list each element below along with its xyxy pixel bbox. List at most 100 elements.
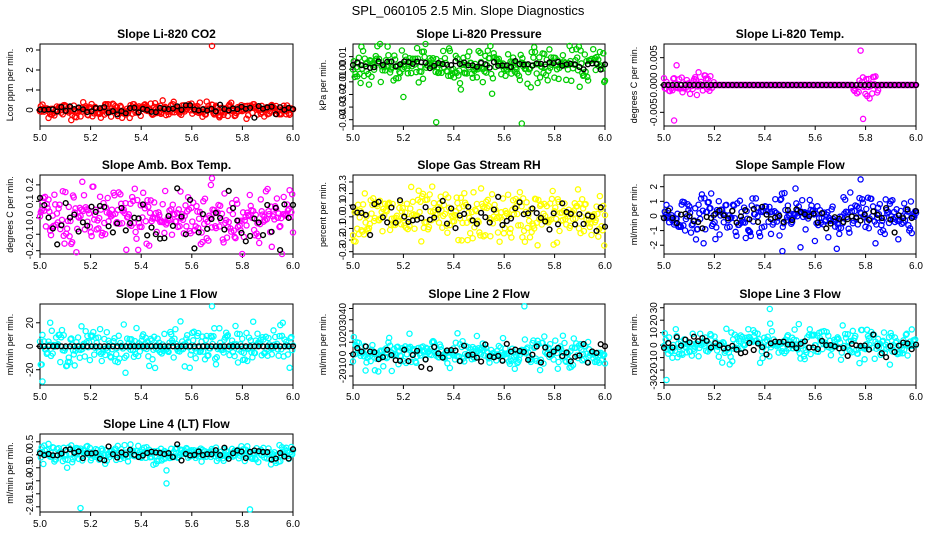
- y-tick-label: -0.1: [338, 219, 349, 237]
- data-point: [111, 192, 118, 199]
- data-point: [159, 97, 166, 104]
- overlay-point: [212, 209, 219, 217]
- data-point: [454, 199, 461, 207]
- data-point: [232, 234, 239, 242]
- overlay-point: [571, 61, 579, 68]
- overlay-point: [118, 204, 125, 212]
- data-point: [407, 205, 414, 212]
- outlier-point: [77, 504, 84, 512]
- x-tick-label: 5.8: [548, 261, 562, 272]
- overlay-point: [49, 225, 57, 232]
- data-point: [457, 194, 465, 202]
- data-point: [764, 333, 771, 340]
- data-point: [595, 233, 602, 240]
- data-point: [383, 208, 390, 215]
- data-point: [360, 231, 368, 238]
- overlay-point: [490, 206, 498, 213]
- y-tick-label: -0.2: [338, 231, 349, 249]
- panel-title: Slope Line 2 Flow: [428, 287, 530, 301]
- data-point: [147, 100, 155, 107]
- data-point: [806, 326, 814, 333]
- data-point: [723, 201, 730, 209]
- data-point: [275, 352, 282, 359]
- data-point: [389, 200, 396, 208]
- data-point: [150, 199, 158, 206]
- overlay-point: [152, 231, 159, 238]
- data-point: [469, 234, 476, 242]
- y-tick-label: 2: [649, 183, 660, 189]
- data-point: [194, 208, 201, 215]
- overlay-point: [503, 340, 510, 348]
- x-tick-label: 6.0: [909, 133, 923, 144]
- data-point: [80, 191, 88, 199]
- overlay-point: [507, 215, 515, 222]
- data-point: [66, 233, 73, 240]
- data-point: [45, 196, 52, 203]
- data-point: [766, 320, 774, 327]
- data-point: [470, 189, 477, 196]
- y-tick-label: 10: [338, 336, 349, 348]
- x-tick-label: 5.8: [859, 133, 873, 144]
- data-point: [225, 218, 232, 226]
- x-tick-label: 5.0: [33, 519, 47, 530]
- data-point: [38, 206, 45, 214]
- data-point: [536, 54, 543, 61]
- data-point: [504, 51, 512, 58]
- data-point: [908, 326, 916, 333]
- data-point: [511, 365, 519, 373]
- x-tick-label: 5.0: [33, 392, 47, 403]
- data-point: [489, 75, 497, 82]
- data-point: [142, 217, 150, 225]
- data-point: [768, 327, 776, 335]
- data-point: [872, 73, 879, 80]
- data-point: [207, 181, 215, 189]
- data-point: [839, 322, 846, 329]
- overlay-point: [178, 213, 185, 220]
- data-point: [422, 40, 429, 48]
- data-point: [697, 195, 705, 202]
- data-point: [133, 235, 140, 242]
- data-point: [423, 196, 431, 203]
- y-tick-label: 0: [338, 350, 349, 356]
- overlay-point: [512, 57, 519, 65]
- x-tick-label: 6.0: [598, 261, 612, 272]
- data-point: [798, 196, 806, 204]
- data-point: [375, 55, 383, 63]
- x-tick-label: 5.8: [859, 392, 873, 403]
- data-point: [555, 75, 562, 83]
- overlay-point: [114, 220, 121, 227]
- overlay-point: [473, 220, 481, 227]
- data-point: [62, 188, 69, 196]
- data-point: [521, 336, 529, 343]
- data-point: [715, 353, 723, 360]
- data-point: [516, 188, 524, 196]
- overlay-point: [593, 60, 600, 68]
- overlay-point: [139, 201, 147, 208]
- overlay-point: [281, 201, 288, 208]
- data-point: [418, 238, 425, 245]
- overlay-point: [268, 103, 275, 110]
- data-point: [361, 190, 369, 197]
- y-tick-label: 40: [338, 303, 349, 315]
- x-tick-label: 5.6: [497, 261, 511, 272]
- data-point: [198, 229, 205, 236]
- data-point: [752, 195, 760, 202]
- data-point: [489, 220, 497, 227]
- data-point: [257, 196, 265, 203]
- data-point: [385, 200, 392, 207]
- overlay-point: [478, 209, 485, 216]
- overlay-point: [482, 61, 489, 68]
- data-point: [776, 232, 783, 239]
- data-point: [825, 233, 832, 241]
- overlay-point: [195, 229, 202, 236]
- data-point: [428, 183, 436, 190]
- overlay-point: [41, 202, 48, 209]
- data-point: [381, 200, 389, 208]
- overlay-point: [448, 61, 455, 69]
- overlay-point: [384, 219, 391, 226]
- data-point: [74, 334, 82, 341]
- data-point: [223, 234, 231, 241]
- panel-title: Slope Amb. Box Temp.: [102, 158, 231, 172]
- data-point: [700, 240, 707, 247]
